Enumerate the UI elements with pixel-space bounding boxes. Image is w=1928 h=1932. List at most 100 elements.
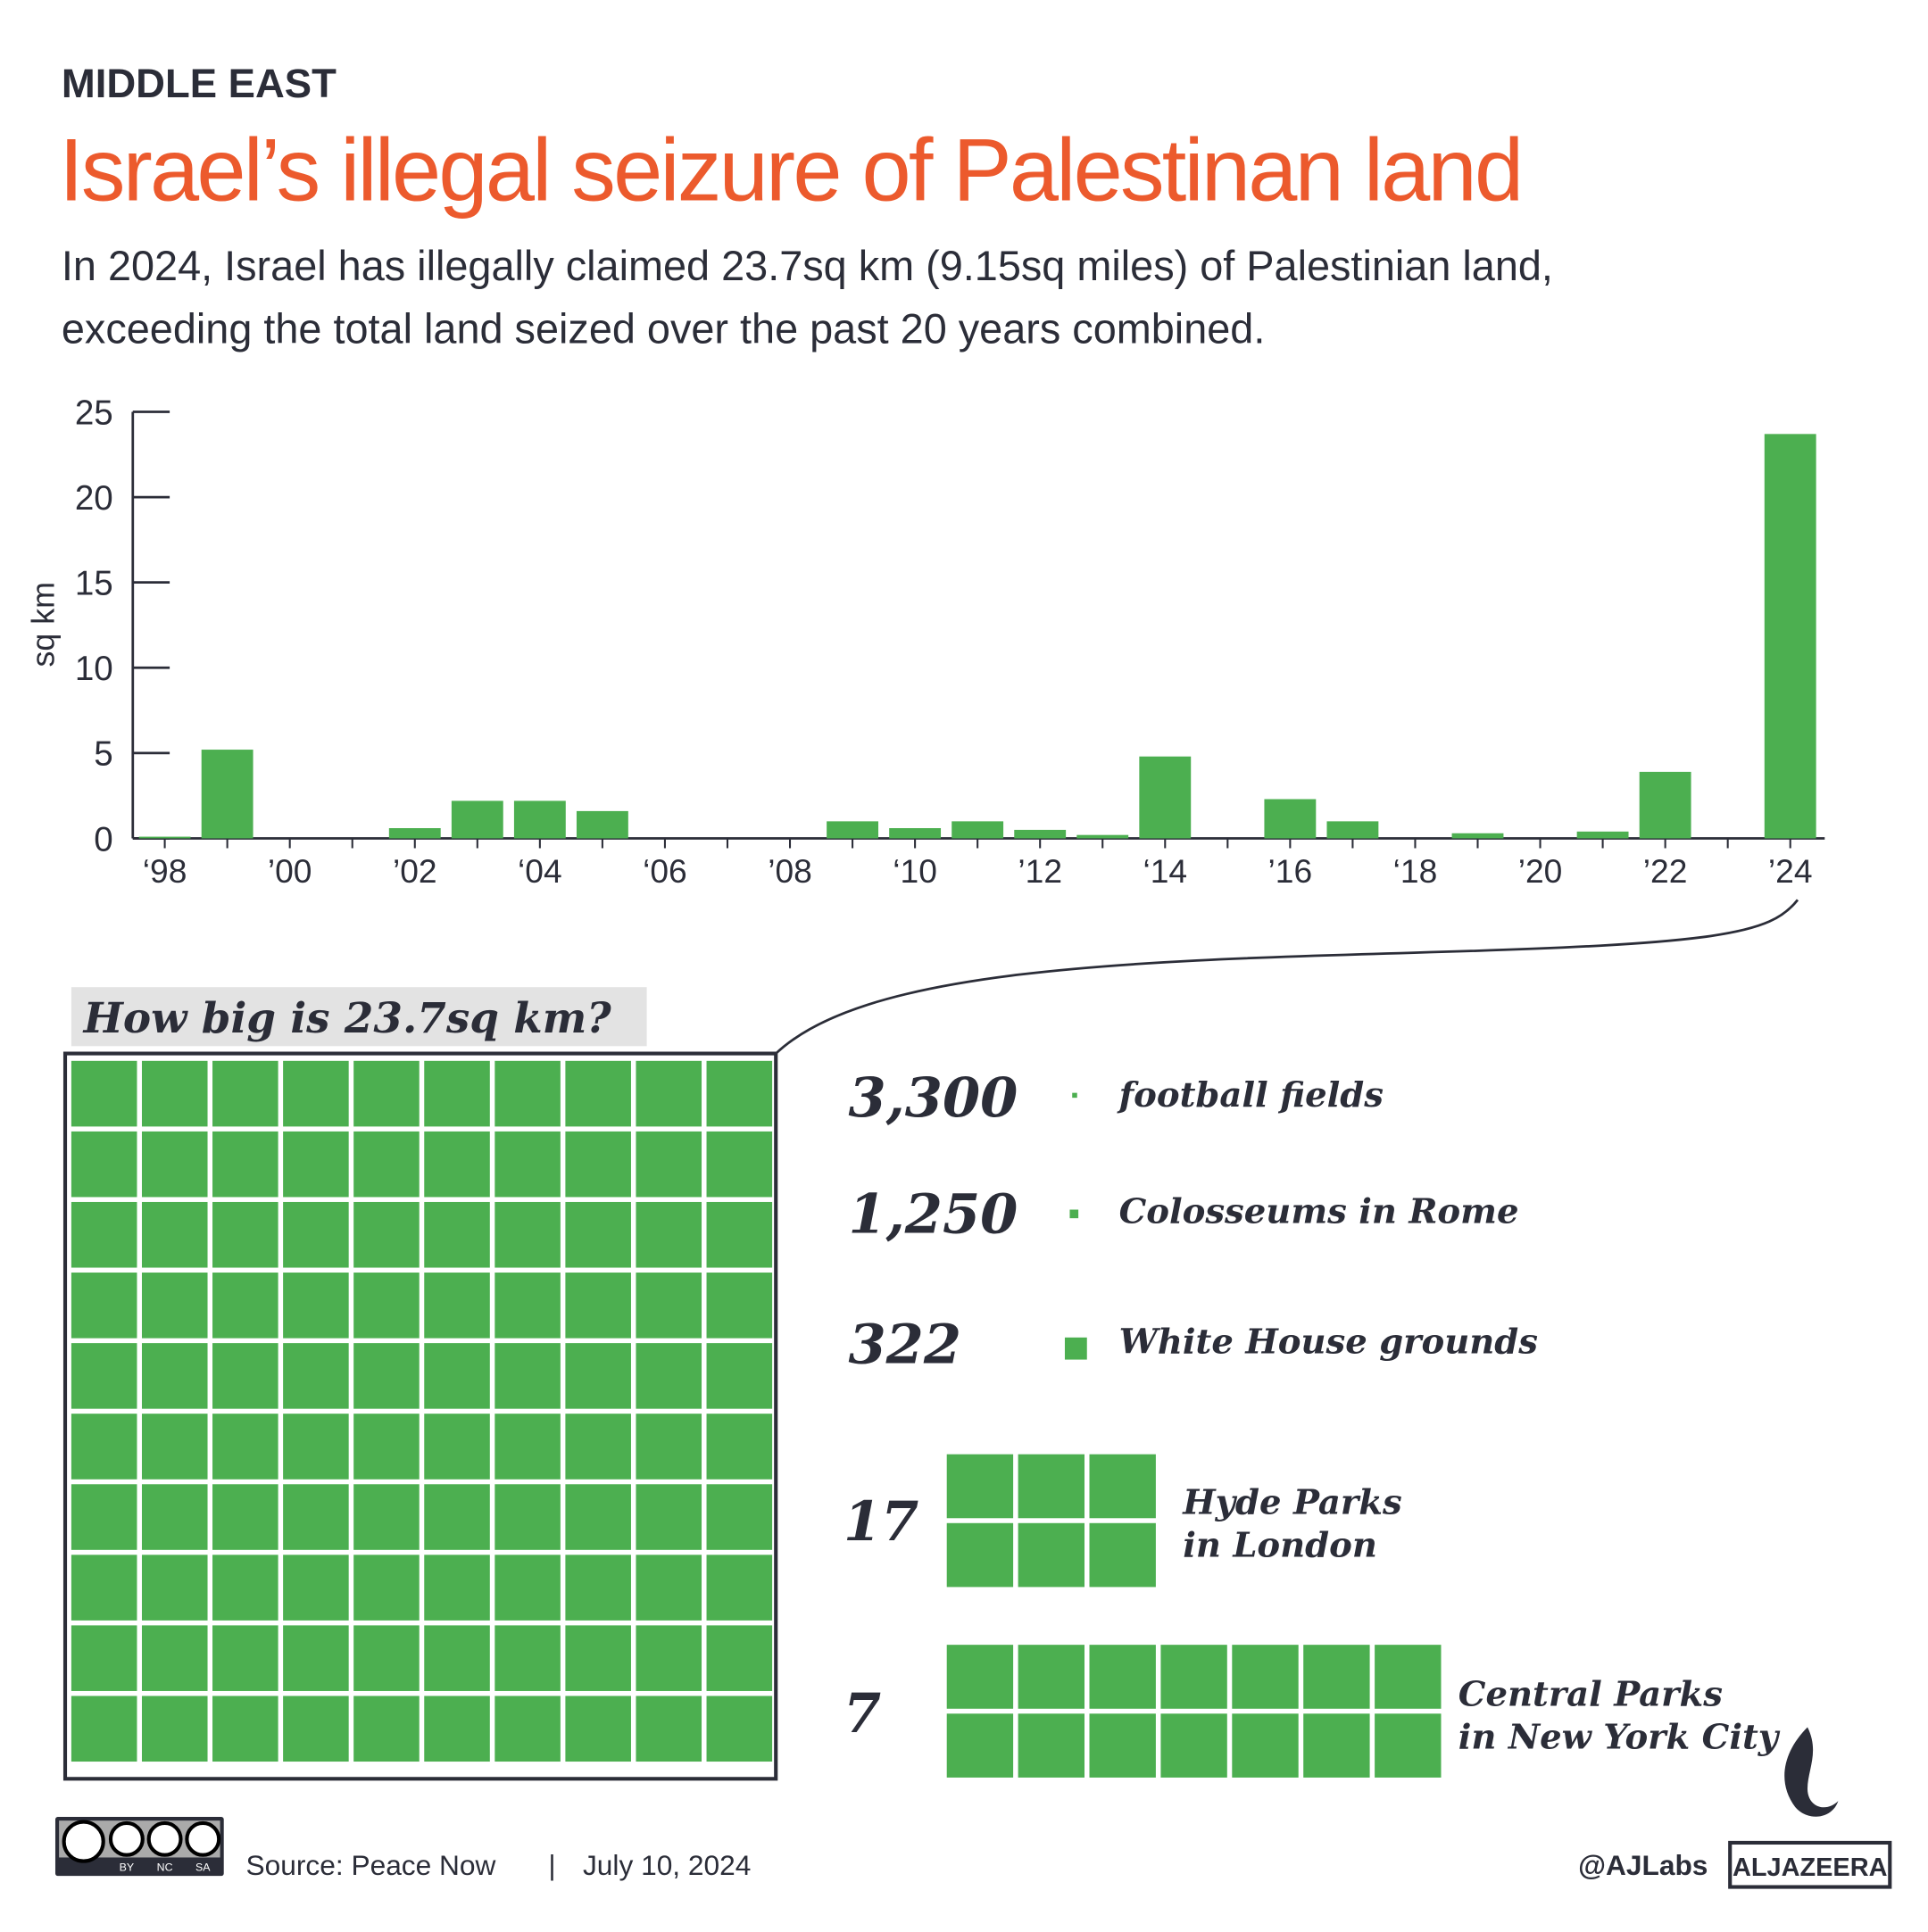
waffle-cell: [494, 1696, 561, 1762]
waffle-cell: [71, 1343, 137, 1409]
park-cell: [1018, 1522, 1084, 1588]
comparison-number: 1,250: [849, 1183, 1018, 1247]
waffle-cell: [212, 1696, 278, 1762]
x-tick-label: ’24: [1768, 852, 1813, 890]
waffle-cell: [212, 1625, 278, 1691]
waffle-cell: [141, 1060, 208, 1127]
bar: [388, 828, 441, 839]
park-cell: [1303, 1713, 1370, 1778]
subtitle: In 2024, Israel has illegally claimed 23…: [62, 243, 1553, 289]
waffle-cell: [636, 1201, 702, 1268]
x-tick-label: ’12: [1018, 852, 1062, 890]
park-cell: [946, 1713, 1014, 1778]
bar-chart: 0 5 10 15 20 25 ‘98 ’00 ’02 ‘04 ‘06 ’08 ‘10 ’12 ‘14 ’16…: [75, 394, 1825, 890]
waffle-cell: [565, 1625, 631, 1691]
y-tick-label: 10: [75, 650, 113, 688]
bar: [201, 750, 253, 839]
waffle-cell: [494, 1414, 561, 1480]
brand-box: [1728, 1840, 1892, 1889]
park-cell: [1089, 1454, 1156, 1519]
waffle-cell: [424, 1131, 490, 1198]
handle: @AJLabs: [1578, 1849, 1708, 1881]
bar: [889, 828, 942, 839]
size-marker: [1069, 1209, 1079, 1219]
waffle-cell: [636, 1555, 702, 1621]
bar: [1764, 434, 1816, 839]
waffle-cell: [636, 1273, 702, 1339]
comparison-number: 3,300: [849, 1066, 1018, 1130]
park-cell: [946, 1645, 1014, 1709]
waffle-cell: [424, 1696, 490, 1762]
x-tick-label: ’02: [393, 852, 437, 890]
waffle-cell: [283, 1484, 349, 1550]
park-cell: [1232, 1713, 1299, 1778]
waffle-cell: [494, 1625, 561, 1691]
cc-badge: BY NC SA: [54, 1817, 224, 1877]
x-tick-label: ’08: [768, 852, 812, 890]
waffle-cell: [494, 1484, 561, 1550]
waffle-cell: [212, 1131, 278, 1198]
subtitle: exceeding the total land seized over the…: [62, 305, 1265, 352]
waffle-cell: [141, 1555, 208, 1621]
comparison-label: in London: [1183, 1526, 1377, 1566]
waffle-cell: [283, 1201, 349, 1268]
x-tick-label: ‘10: [893, 852, 937, 890]
waffle-cell: [141, 1131, 208, 1198]
comparison-label: football fields: [1117, 1075, 1384, 1115]
waffle-cell: [424, 1201, 490, 1268]
date: July 10, 2024: [583, 1849, 751, 1881]
waffle-cell: [353, 1484, 420, 1550]
x-tick-label: ’00: [268, 852, 312, 890]
waffle-cell: [424, 1343, 490, 1409]
park-cell: [1018, 1713, 1084, 1778]
waffle-cell: [283, 1696, 349, 1762]
waffle-cell: [636, 1060, 702, 1127]
park-cell: [1018, 1645, 1084, 1709]
x-tick-label: ‘18: [1393, 852, 1438, 890]
waffle-cell: [71, 1625, 137, 1691]
separator: |: [548, 1849, 555, 1881]
waffle-cell: [71, 1273, 137, 1339]
size-marker: [1064, 1337, 1087, 1360]
waffle-cell: [71, 1201, 137, 1268]
waffle-cell: [212, 1414, 278, 1480]
waffle-cell: [71, 1484, 137, 1550]
title: Israel’s illegal seizure of Palestinan l…: [59, 121, 1521, 220]
waffle-cell: [706, 1343, 773, 1409]
waffle-cell: [283, 1414, 349, 1480]
waffle-cell: [141, 1696, 208, 1762]
x-tick-label: ’22: [1643, 852, 1688, 890]
waffle-cell: [706, 1625, 773, 1691]
y-tick-label: 5: [94, 735, 112, 774]
waffle-cell: [636, 1343, 702, 1409]
waffle-cell: [353, 1414, 420, 1480]
waffle-cell: [706, 1555, 773, 1621]
bar: [576, 810, 628, 839]
bar: [1014, 829, 1067, 839]
waffle-cell: [424, 1273, 490, 1339]
waffle-cell: [71, 1060, 137, 1127]
license: SA: [195, 1862, 211, 1874]
logo: [1784, 1727, 1839, 1817]
bar: [1076, 834, 1129, 839]
waffle-cell: [494, 1201, 561, 1268]
x-tick-label: ’20: [1518, 852, 1563, 890]
waffle-cell: [353, 1201, 420, 1268]
y-tick-label: 0: [94, 820, 112, 858]
waffle-cell: [283, 1625, 349, 1691]
waffle-cell: [706, 1131, 773, 1198]
bar: [1139, 756, 1192, 839]
waffle-cell: [141, 1201, 208, 1268]
waffle-cell: [636, 1131, 702, 1198]
waffle-cell: [565, 1343, 631, 1409]
bar: [451, 800, 503, 839]
waffle-cell: [353, 1625, 420, 1691]
waffle-cell: [283, 1060, 349, 1127]
park-cell: [1160, 1713, 1227, 1778]
waffle-cell: [424, 1625, 490, 1691]
waffle-cell: [283, 1343, 349, 1409]
comparison-label: Central Parks: [1458, 1674, 1723, 1714]
waffle-cell: [424, 1414, 490, 1480]
